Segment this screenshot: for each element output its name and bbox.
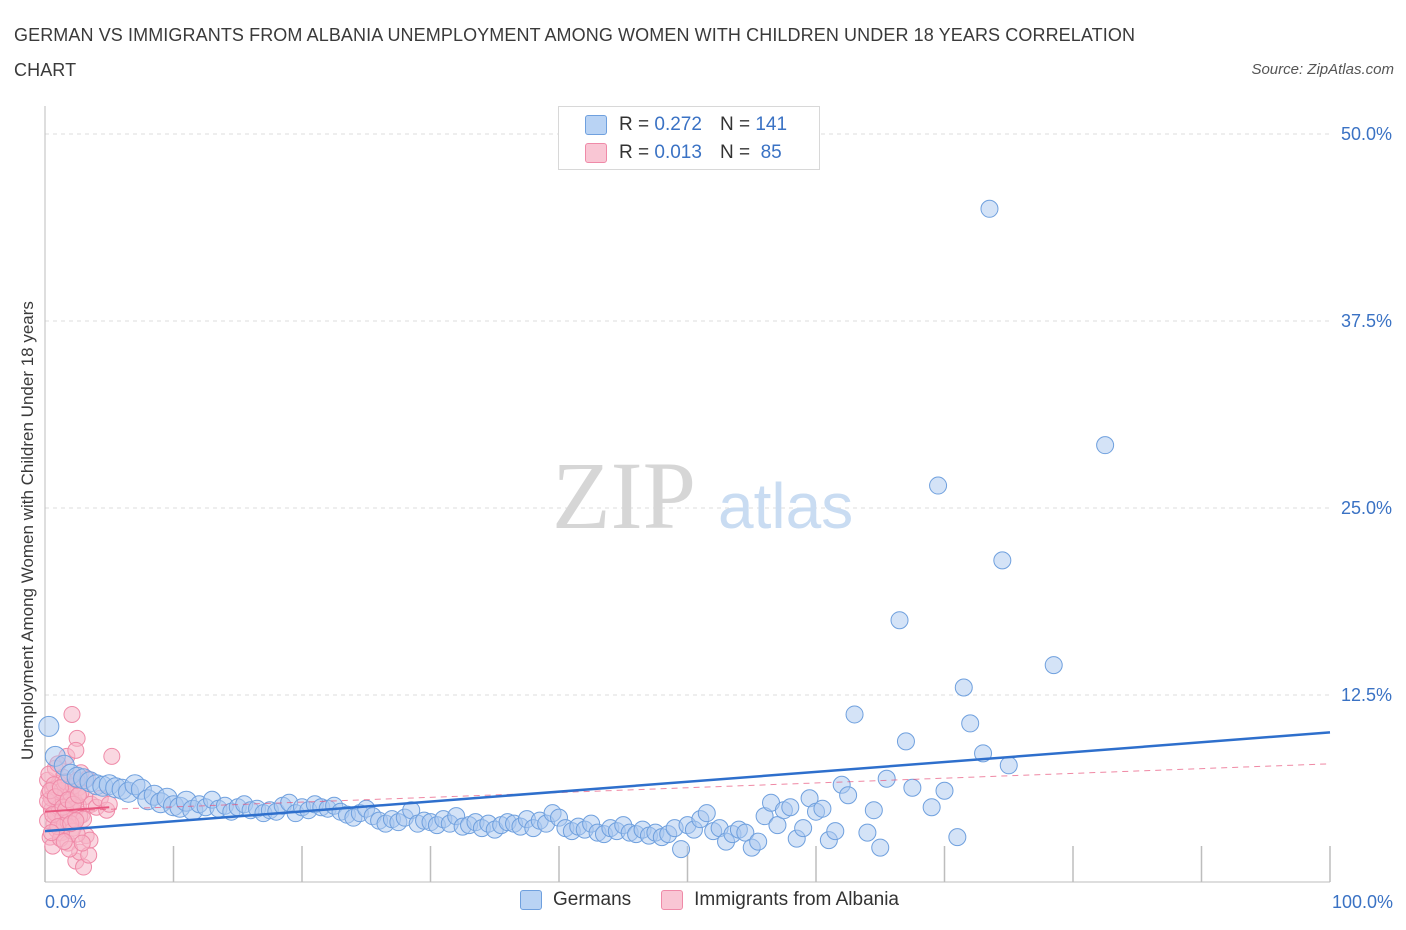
x-tick-label: 0.0% — [45, 892, 86, 912]
germans-point — [736, 823, 755, 842]
germans-point — [961, 714, 980, 733]
germans-point — [845, 705, 864, 724]
n-label: N = — [719, 142, 751, 163]
r-value: 0.272 — [654, 114, 702, 135]
germans-point — [1096, 436, 1115, 455]
germans-point — [890, 611, 909, 630]
grid-lines — [45, 133, 1330, 696]
y-tick-label: 12.5% — [1341, 685, 1392, 705]
legend-item-germans[interactable]: Germans — [520, 889, 631, 911]
germans-point — [980, 199, 999, 218]
germans-point — [826, 822, 845, 841]
germans-point — [672, 840, 691, 859]
germans-point — [697, 804, 716, 823]
germans-trend — [44, 731, 1331, 833]
albania-point — [73, 834, 91, 852]
watermark-zip: ZIP — [552, 442, 696, 549]
albania-trend-extended — [44, 763, 1331, 813]
germans-point — [877, 769, 896, 788]
series-legend: Germans Immigrants from Albania — [520, 889, 929, 911]
albania-point — [103, 747, 121, 765]
n-value: 85 — [760, 142, 782, 163]
axes — [44, 106, 1331, 883]
albania-point — [63, 705, 81, 723]
germans-swatch — [585, 115, 607, 135]
germans-point — [922, 798, 941, 817]
r-value: 0.013 — [654, 142, 702, 163]
germans-swatch — [520, 890, 542, 910]
legend-row-germans: R = 0.272 N = 141 — [585, 114, 787, 136]
legend-label-germans: Germans — [553, 889, 632, 910]
watermark-atlas: atlas — [718, 470, 853, 542]
germans-point — [858, 823, 877, 842]
germans-point — [935, 781, 954, 800]
germans-point — [999, 756, 1018, 775]
legend-label-albania: Immigrants from Albania — [694, 889, 899, 910]
germans-point — [896, 732, 915, 751]
n-value: 141 — [755, 114, 788, 135]
germans-point — [794, 819, 813, 838]
albania-point — [51, 779, 69, 797]
germans-point — [768, 816, 787, 835]
albania-swatch — [661, 890, 684, 910]
x-tick-label: 100.0% — [1332, 892, 1393, 912]
germans-point — [1044, 656, 1063, 675]
albania-trend — [44, 806, 110, 813]
germans-point — [781, 798, 800, 817]
germans-point — [38, 715, 60, 737]
legend-row-albania: R = 0.013 N = 85 — [585, 142, 782, 164]
legend-item-albania[interactable]: Immigrants from Albania — [661, 889, 899, 911]
germans-point — [948, 828, 967, 847]
trend-lines — [44, 731, 1331, 833]
n-label: N = — [719, 114, 751, 135]
albania-point — [67, 812, 85, 830]
germans-point — [839, 786, 858, 805]
albania-point — [55, 833, 73, 851]
germans-point — [954, 678, 973, 697]
r-label: R = — [619, 114, 650, 135]
germans-point — [993, 551, 1012, 570]
germans-point — [813, 799, 832, 818]
germans-point — [749, 832, 768, 851]
albania-swatch — [585, 143, 607, 163]
y-tick-label: 37.5% — [1341, 311, 1392, 331]
germans-point — [903, 778, 922, 797]
correlation-legend: R = 0.272 N = 141 R = 0.013 N = 85 — [558, 106, 820, 170]
watermark: ZIP atlas — [552, 442, 853, 549]
germans-point — [871, 838, 890, 857]
germans-point — [929, 476, 948, 495]
albania-point — [42, 824, 60, 842]
chart-title: GERMAN VS IMMIGRANTS FROM ALBANIA UNEMPL… — [14, 25, 1136, 80]
tick-labels: 12.5% 25.0% 37.5% 50.0% 0.0% 100.0% — [45, 124, 1393, 912]
y-tick-label: 25.0% — [1341, 498, 1392, 518]
albania-point — [67, 741, 85, 759]
y-tick-label: 50.0% — [1341, 124, 1392, 144]
germans-point — [864, 801, 883, 820]
r-label: R = — [619, 142, 650, 163]
source-label: Source: ZipAtlas.com — [1251, 61, 1394, 78]
